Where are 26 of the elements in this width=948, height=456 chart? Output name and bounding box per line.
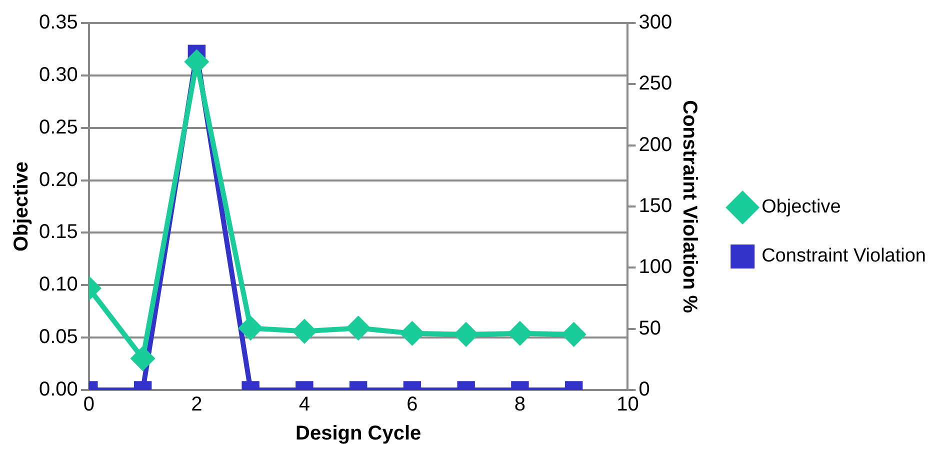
y2-tick-label: 50: [638, 317, 661, 340]
x-tick-label: 0: [83, 394, 94, 416]
x-axis-title: Design Cycle: [296, 422, 422, 445]
legend-label: Objective: [762, 196, 841, 218]
y-tick-label: 0.25: [38, 116, 78, 138]
x-tick-label: 4: [298, 394, 310, 416]
y2-tick-label: 300: [638, 12, 672, 34]
x-tick-label: 10: [616, 394, 639, 416]
y2-tick-label: 250: [638, 72, 672, 95]
y2-tick-label: 200: [638, 134, 672, 156]
y-axis-title: Objective: [10, 161, 33, 252]
y-tick-label: 0.15: [38, 221, 78, 244]
y-tick-label: 0.20: [38, 168, 78, 191]
legend-label: Constraint Violation: [762, 246, 926, 267]
y-tick-label: 0.00: [38, 378, 78, 401]
y2-axis-title: Constraint Violation %: [678, 100, 701, 314]
y2-tick-label: 0: [638, 378, 650, 401]
y-tick-label: 0.35: [38, 12, 78, 34]
y-tick-label: 0.30: [38, 64, 78, 86]
x-tick-label: 2: [191, 394, 202, 416]
x-tick-label: 8: [514, 394, 526, 416]
y-tick-label: 0.05: [38, 326, 78, 348]
y2-tick-label: 150: [638, 195, 672, 218]
y-tick-label: 0.10: [38, 274, 78, 296]
y2-tick-label: 100: [638, 256, 672, 278]
x-tick-label: 6: [406, 394, 418, 416]
